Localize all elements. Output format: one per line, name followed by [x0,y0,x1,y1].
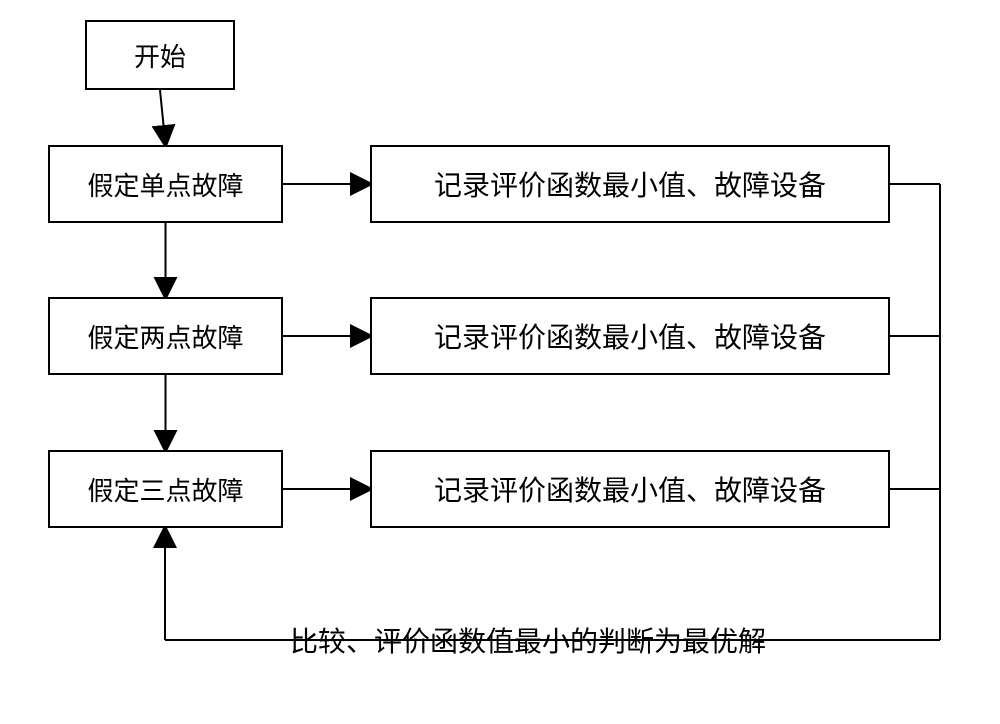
node-start-text: 开始 [134,37,186,74]
node-record2: 记录评价函数最小值、故障设备 [370,297,890,375]
node-assume1: 假定单点故障 [48,145,283,223]
node-assume2-text: 假定两点故障 [87,318,243,355]
node-assume3-text: 假定三点故障 [87,471,243,508]
bottom-label-text: 比较、评价函数值最小的判断为最优解 [290,626,766,657]
node-record3: 记录评价函数最小值、故障设备 [370,450,890,528]
node-assume2: 假定两点故障 [48,297,283,375]
node-record1: 记录评价函数最小值、故障设备 [370,145,890,223]
flowchart-canvas: 开始 假定单点故障 记录评价函数最小值、故障设备 假定两点故障 记录评价函数最小… [0,0,1000,724]
node-assume1-text: 假定单点故障 [87,166,243,203]
node-record2-text: 记录评价函数最小值、故障设备 [434,316,826,356]
node-start: 开始 [85,20,235,90]
bottom-label: 比较、评价函数值最小的判断为最优解 [290,620,766,660]
node-record1-text: 记录评价函数最小值、故障设备 [434,164,826,204]
node-assume3: 假定三点故障 [48,450,283,528]
node-record3-text: 记录评价函数最小值、故障设备 [434,469,826,509]
